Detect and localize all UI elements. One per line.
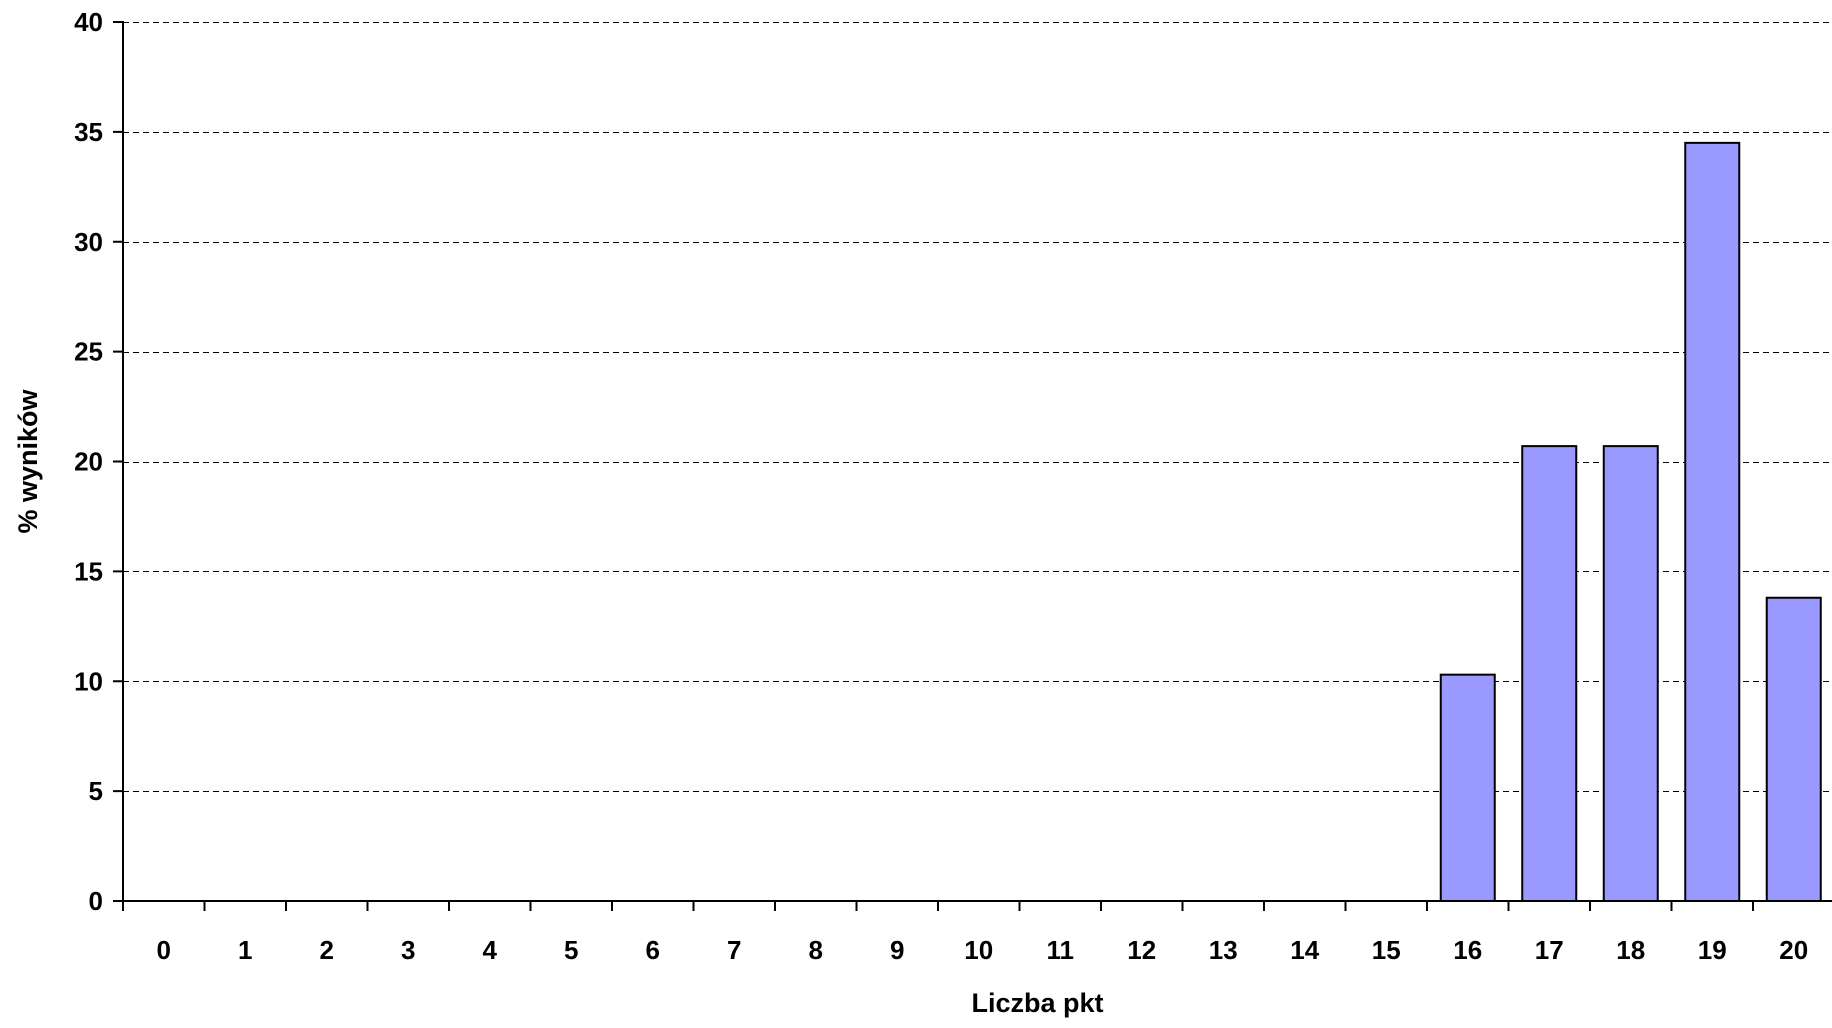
bars — [1441, 143, 1821, 901]
x-tick-label: 10 — [964, 935, 993, 965]
x-tick-label: 4 — [483, 935, 498, 965]
y-tick-label: 10 — [74, 666, 103, 696]
x-tick-label: 13 — [1209, 935, 1238, 965]
x-tick-label: 7 — [727, 935, 741, 965]
y-tick-label: 30 — [74, 227, 103, 257]
x-tick-label: 20 — [1779, 935, 1808, 965]
x-tick-label: 9 — [890, 935, 904, 965]
x-tick-label: 18 — [1616, 935, 1645, 965]
x-tick-label: 1 — [238, 935, 252, 965]
y-axis-title: % wyników — [13, 388, 43, 533]
x-axis-title: Liczba pkt — [971, 988, 1103, 1018]
x-tick-label: 16 — [1453, 935, 1482, 965]
y-tick-label: 40 — [74, 7, 103, 37]
x-tick-label: 19 — [1698, 935, 1727, 965]
x-tick-label: 6 — [646, 935, 660, 965]
x-tick-label: 12 — [1127, 935, 1156, 965]
x-tick-label: 3 — [401, 935, 415, 965]
bar — [1685, 143, 1739, 901]
x-tick-label: 14 — [1290, 935, 1319, 965]
y-tick-label: 20 — [74, 447, 103, 477]
x-tick-label: 11 — [1047, 935, 1075, 965]
x-tick-label: 8 — [809, 935, 823, 965]
x-tick-label: 0 — [157, 935, 171, 965]
y-tick-label: 0 — [89, 886, 103, 916]
y-tick-label: 5 — [89, 776, 103, 806]
bar — [1522, 446, 1576, 901]
bar — [1441, 675, 1495, 901]
y-tick-label: 35 — [74, 117, 103, 147]
y-tick-label: 15 — [74, 556, 103, 586]
bar — [1767, 598, 1821, 901]
bar — [1604, 446, 1658, 901]
x-tick-label: 5 — [564, 935, 578, 965]
x-tick-label: 2 — [320, 935, 334, 965]
x-tick-label: 15 — [1372, 935, 1401, 965]
y-tick-label: 25 — [74, 337, 103, 367]
x-tick-label: 17 — [1535, 935, 1564, 965]
